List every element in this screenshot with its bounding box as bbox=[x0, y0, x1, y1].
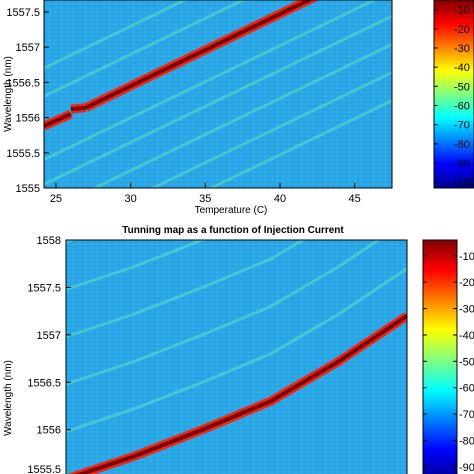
plot-1-side-mode bbox=[44, 0, 378, 161]
plot-2-title: Tunning map as a function of Injection C… bbox=[122, 225, 344, 236]
plot-2-ytick-label: 1557 bbox=[37, 330, 61, 342]
colorbar-2-tick-label: -40 bbox=[459, 330, 474, 342]
plot-1-frame bbox=[43, 0, 393, 189]
colorbar-2-tick-label: -30 bbox=[459, 304, 474, 316]
colorbar-1-tick-label: -60 bbox=[454, 101, 470, 113]
colorbar-2-tick-label: -60 bbox=[459, 383, 474, 395]
colorbar-1-tick-label: -70 bbox=[454, 120, 470, 132]
plot-2-ytick-label: 1556.5 bbox=[27, 377, 61, 389]
plot-2-main-mode bbox=[74, 314, 407, 474]
plot-1-xtick-label: 25 bbox=[50, 193, 62, 205]
plot-1-side-mode bbox=[44, 0, 189, 70]
colorbar-1-tick-label: -100 bbox=[454, 177, 474, 189]
plot-2-field bbox=[66, 240, 407, 474]
colorbar-1-tick-label: -50 bbox=[454, 81, 470, 93]
colorbar-1-tick-label: -40 bbox=[454, 62, 470, 74]
plot-1-ytick-label: 1555 bbox=[16, 183, 40, 195]
plot-1-side-mode bbox=[91, 42, 392, 188]
colorbar-1-tick-label: -30 bbox=[454, 43, 470, 55]
colorbar-2-bar bbox=[422, 239, 458, 474]
plot-1-side-mode bbox=[44, 14, 392, 186]
plot-2-ylabel: Wavelength (nm) bbox=[3, 360, 14, 436]
plot-1-side-mode bbox=[207, 99, 392, 188]
plot-2-ytick-label: 1556 bbox=[37, 425, 61, 437]
colorbar-1-tick-label: -20 bbox=[454, 24, 470, 36]
plot-1-ytick-label: 1555.5 bbox=[6, 148, 40, 160]
colorbar-2-tick-label: -50 bbox=[459, 356, 474, 368]
colorbar-2: -10 -20 -30 -40 -50 -60 -70 -80 -90 bbox=[422, 239, 474, 474]
plot-1-side-mode bbox=[149, 71, 392, 188]
plot-1-main-mode-segment bbox=[44, 112, 72, 128]
plot-1-main-mode-segment bbox=[84, 0, 314, 110]
plot-1-xlabel: Temperature (C) bbox=[195, 205, 268, 216]
plot-1-ytick-label: 1557 bbox=[16, 42, 40, 54]
plot-2-ytick-label: 1555.5 bbox=[27, 464, 61, 474]
plot-2-side-mode bbox=[66, 240, 307, 339]
colorbar-1-tick-label: -80 bbox=[454, 139, 470, 151]
plot-1: 1555 1555.5 1556 1556.5 1557 1557.5 25 30 35 40 4… bbox=[3, 0, 474, 216]
plot-1-ylabel: Wavelength (nm) bbox=[3, 56, 14, 132]
colorbar-2-tick-label: -70 bbox=[459, 409, 474, 421]
plot-1-ytick-label: 1557.5 bbox=[6, 7, 40, 19]
plot-2-side-mode bbox=[66, 240, 207, 291]
colorbar-1-tick-label: -10 bbox=[454, 5, 470, 17]
plot-2-side-mode bbox=[66, 267, 407, 434]
colorbar-1-tick-label: -90 bbox=[454, 158, 470, 170]
colorbar-2-tick-label: -80 bbox=[459, 435, 474, 447]
plot-1-ytick-label: 1556.5 bbox=[6, 77, 40, 89]
plot-2-ytick-label: 1557.5 bbox=[27, 282, 61, 294]
plot-2: Tunning map as a function of Injection C… bbox=[3, 225, 474, 474]
plot-2-frame bbox=[65, 239, 408, 474]
colorbar-2-tick-label: -10 bbox=[459, 251, 474, 263]
plot-1-ytick-label: 1556 bbox=[16, 113, 40, 125]
plot-1-xtick-label: 35 bbox=[199, 193, 211, 205]
plot-1-side-mode bbox=[44, 0, 247, 98]
plot-1-main-mode-segment bbox=[70, 105, 86, 112]
plot-1-xtick-label: 45 bbox=[349, 193, 361, 205]
colorbar-2-tick-label: -90 bbox=[459, 462, 474, 474]
plot-1-xtick-label: 30 bbox=[125, 193, 137, 205]
colorbar-1: -10 -20 -30 -40 -50 -60 -70 -80 -90 -100 bbox=[433, 0, 474, 189]
plot-1-xtick-label: 40 bbox=[274, 193, 286, 205]
colorbar-2-tick-label: -20 bbox=[459, 277, 474, 289]
colorbar-1-bar bbox=[433, 0, 474, 189]
plot-2-side-mode bbox=[66, 240, 382, 386]
plot-2-ytick-label: 1558 bbox=[37, 235, 61, 247]
